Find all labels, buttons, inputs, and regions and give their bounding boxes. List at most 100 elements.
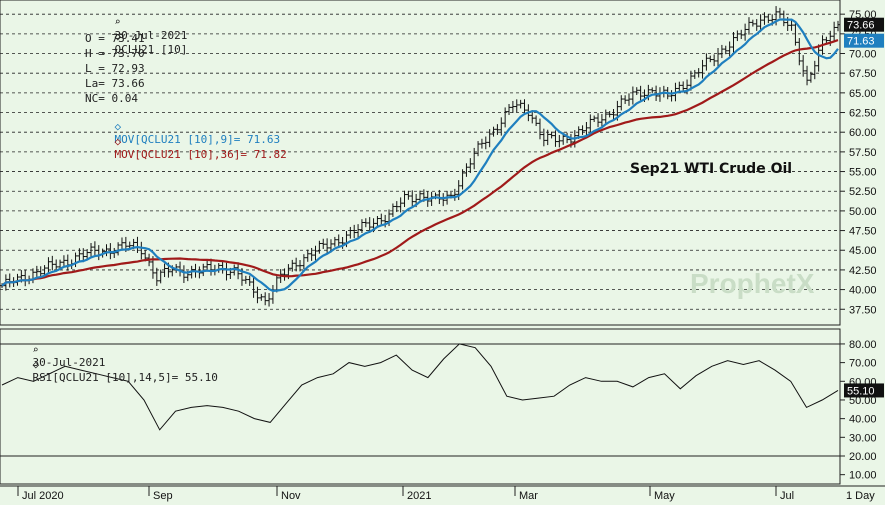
price-bar xyxy=(750,19,755,27)
price-bar xyxy=(650,87,655,94)
price-bar xyxy=(309,247,314,261)
price-bar xyxy=(483,136,488,150)
price-bar xyxy=(50,255,55,271)
price-bar xyxy=(553,130,558,147)
price-bar xyxy=(739,29,744,40)
header-mov9: MOV[QCLU21 [10],9]= 71.63 xyxy=(114,133,281,146)
rsi-value-tag-box xyxy=(844,383,884,398)
price-bar xyxy=(836,20,840,32)
price-tick-label: 37.50 xyxy=(849,304,877,316)
last-price-tag-box xyxy=(844,17,884,32)
price-bar xyxy=(205,260,210,272)
price-bar xyxy=(627,93,631,106)
price-tick-label: 62.50 xyxy=(849,108,877,120)
price-bar xyxy=(162,263,167,278)
price-bar xyxy=(34,265,39,279)
time-axis-label: Mar xyxy=(519,490,538,502)
price-tick-label: 65.00 xyxy=(849,88,877,100)
price-tick-label: 45.00 xyxy=(849,245,877,257)
price-bar xyxy=(704,53,709,71)
price-bar xyxy=(116,242,121,256)
price-bar xyxy=(472,147,477,170)
price-bar xyxy=(797,38,802,66)
mov9-line xyxy=(1,18,839,293)
header-symbol: QCLU21 [10] xyxy=(114,43,188,56)
header-open: O = 73.41 xyxy=(85,32,145,45)
price-bar xyxy=(259,293,264,301)
time-axis-label: Nov xyxy=(281,490,301,502)
price-bar xyxy=(793,21,798,46)
price-tick-label: 42.50 xyxy=(849,265,877,277)
price-bar xyxy=(158,269,163,284)
rsi-tick-label: 30.00 xyxy=(849,432,877,444)
price-bar xyxy=(789,19,794,31)
price-bar xyxy=(301,254,306,270)
price-bar xyxy=(305,249,310,262)
price-bar xyxy=(251,276,256,298)
price-bar xyxy=(255,286,260,304)
price-bar xyxy=(805,65,810,86)
header-low: L = 72.93 xyxy=(85,62,145,75)
time-axis-label: 2021 xyxy=(407,490,431,502)
diamond-icon: ◇ xyxy=(32,358,40,371)
price-tick-label: 60.00 xyxy=(849,127,877,139)
magnifier-icon[interactable]: ⌕ xyxy=(32,345,39,356)
header-mov36-row: ◇ MOV[QCLU21 [10],36]= 71.82 xyxy=(88,122,287,174)
price-bar xyxy=(596,113,601,128)
price-bar xyxy=(630,86,635,105)
rsi-panel-frame xyxy=(0,328,841,485)
rsi-tick-label: 10.00 xyxy=(849,470,877,482)
price-bar xyxy=(514,99,519,113)
price-bar xyxy=(348,226,353,239)
rsi-label: RSI[QCLU21 [10],14,5]= 55.10 xyxy=(32,371,218,384)
price-bar xyxy=(325,238,330,254)
mov9-tag-box xyxy=(844,33,884,48)
price-bar xyxy=(81,248,86,263)
magnifier-icon[interactable]: ⌕ xyxy=(114,17,121,28)
time-axis-label: May xyxy=(654,490,675,502)
price-bar xyxy=(758,14,763,33)
price-bar xyxy=(634,87,639,96)
price-bar xyxy=(611,109,616,121)
price-tick-label: 52.50 xyxy=(849,186,877,198)
price-bar xyxy=(317,240,322,254)
rsi-value-tag: 55.10 xyxy=(844,383,884,398)
price-bar xyxy=(379,213,384,226)
price-bar xyxy=(754,19,759,31)
price-bar xyxy=(201,263,206,277)
price-tick-label: 70.00 xyxy=(849,49,877,61)
price-bar xyxy=(313,245,318,261)
price-bar xyxy=(716,47,721,67)
price-tick-label: 55.00 xyxy=(849,167,877,179)
rsi-date: 30-Jul-2021 xyxy=(32,356,106,369)
price-bar xyxy=(607,111,612,118)
price-bar xyxy=(746,17,751,35)
price-bar xyxy=(96,245,101,261)
price-bar xyxy=(495,124,500,135)
rsi-value-tag-text: 55.10 xyxy=(847,385,875,397)
price-bar xyxy=(247,275,252,286)
price-bar xyxy=(321,238,326,249)
price-bar xyxy=(476,141,481,157)
price-bar xyxy=(727,41,732,57)
last-price-tag: 73.66 xyxy=(844,17,884,32)
header-mov36: MOV[QCLU21 [10],36]= 71.82 xyxy=(114,148,287,161)
price-bar xyxy=(30,268,35,284)
price-bar xyxy=(363,218,368,228)
price-bar xyxy=(537,118,542,140)
price-bar xyxy=(549,131,554,139)
diamond-icon: ◇ xyxy=(114,135,122,148)
price-bar xyxy=(499,117,504,136)
price-bar xyxy=(735,30,740,42)
rsi-tick-label: 20.00 xyxy=(849,451,877,463)
price-bar xyxy=(119,237,124,251)
price-bar xyxy=(441,193,446,207)
price-bar xyxy=(743,23,748,41)
price-bar xyxy=(65,254,70,271)
price-bar xyxy=(243,275,248,284)
price-bar xyxy=(580,125,585,135)
price-bar xyxy=(460,169,465,190)
price-bar xyxy=(599,113,604,129)
